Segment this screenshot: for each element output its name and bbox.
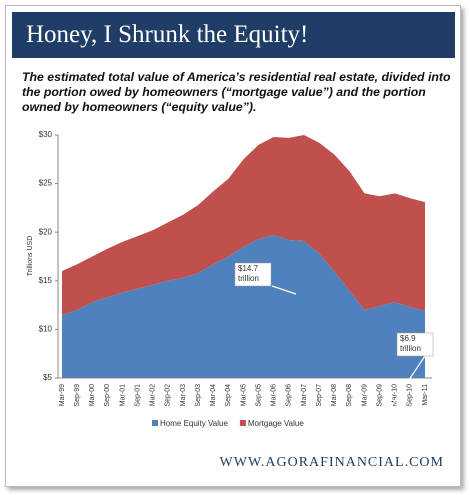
- x-tick-label: Mar-08: [331, 384, 338, 406]
- x-tick-label: Mar-05: [240, 384, 247, 406]
- x-tick-label: Sep-00: [104, 384, 111, 407]
- area: [62, 235, 425, 378]
- x-tick-label: Sep-07: [316, 384, 323, 407]
- x-tick-label: Sep-01: [134, 384, 141, 407]
- legend-swatch: [152, 420, 158, 426]
- x-tick-label: Mar-10: [392, 384, 399, 406]
- x-tick-label: Sep-03: [195, 384, 202, 407]
- callout-line: [363, 355, 426, 448]
- x-tick-label: Mar-06: [271, 384, 278, 406]
- legend-label: Mortgage Value: [248, 419, 304, 428]
- chart-title: Honey, I Shrunk the Equity!: [12, 12, 455, 58]
- y-tick-label: $5: [43, 373, 52, 382]
- x-tick-label: Mar-03: [180, 384, 187, 406]
- callout-line: [271, 285, 297, 295]
- footer: WWW.AGORAFINANCIAL.COM: [219, 455, 444, 470]
- y-tick-label: $20: [39, 227, 53, 236]
- chart-subtitle: The estimated total value of America’s r…: [22, 70, 451, 114]
- area: [62, 135, 425, 315]
- annotation-box: [234, 262, 272, 287]
- x-tick-label: Sep-10: [407, 384, 414, 407]
- x-tick-label: Mar-04: [210, 384, 217, 406]
- x-tick-label: Mar-00: [89, 384, 96, 406]
- x-tick-label: Sep-05: [255, 384, 262, 407]
- annotation: trillion: [400, 344, 421, 353]
- x-tick-label: Mar-99: [59, 384, 66, 406]
- annotation: $6.9: [400, 334, 416, 343]
- x-tick-label: Sep-06: [286, 384, 293, 407]
- annotation-box: [396, 332, 434, 357]
- x-tick-label: Sep-09: [376, 384, 383, 407]
- x-tick-label: Mar-09: [361, 384, 368, 406]
- x-tick-label: Mar-11: [422, 384, 429, 406]
- x-tick-label: Sep-02: [165, 384, 172, 407]
- legend-swatch: [239, 420, 246, 426]
- y-tick-label: $30: [39, 130, 53, 139]
- y-axis-label: Trillions USD: [27, 236, 34, 277]
- legend-label: Home Equity Value: [160, 419, 228, 428]
- x-tick-label: Sep-99: [74, 384, 81, 407]
- x-tick-label: Sep-04: [225, 384, 232, 407]
- annotation: trillion: [238, 274, 259, 283]
- x-tick-label: Sep-08: [346, 384, 353, 407]
- y-tick-label: $25: [39, 179, 53, 188]
- y-tick-label: $10: [39, 325, 53, 334]
- x-tick-label: Mar-01: [119, 384, 126, 406]
- y-tick-label: $15: [39, 276, 53, 285]
- x-tick-label: Mar-07: [301, 384, 308, 406]
- x-tick-label: Mar-02: [150, 384, 157, 406]
- annotation: $14.7: [238, 264, 259, 273]
